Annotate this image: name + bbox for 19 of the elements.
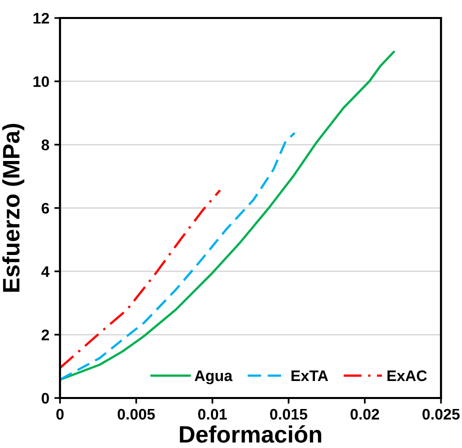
- legend-label: Agua: [194, 370, 233, 384]
- x-tick-label: 0: [56, 408, 64, 420]
- y-tick-label: 4: [41, 266, 50, 277]
- y-axis-title: Esfuerzo (MPa): [2, 124, 24, 292]
- y-tick-label: 2: [42, 330, 49, 340]
- x-axis-title: Deformación: [180, 425, 322, 443]
- y-tick-label: 6: [42, 202, 50, 214]
- x-tick-label: 0.02: [350, 408, 380, 420]
- x-tick-label: 0.015: [270, 408, 308, 420]
- y-tick-label: 10: [34, 76, 49, 88]
- legend-label: ExAC: [388, 370, 427, 382]
- x-tick-label: 0.005: [118, 408, 155, 420]
- y-tick-label: 8: [42, 140, 50, 150]
- y-tick-label: 12: [34, 12, 49, 24]
- legend-label: ExTA: [292, 370, 328, 382]
- line-series: [60, 189, 222, 370]
- y-tick-label: 0: [42, 392, 49, 404]
- x-tick-label: 0.01: [198, 408, 227, 420]
- x-tick-label: 0.025: [422, 408, 460, 420]
